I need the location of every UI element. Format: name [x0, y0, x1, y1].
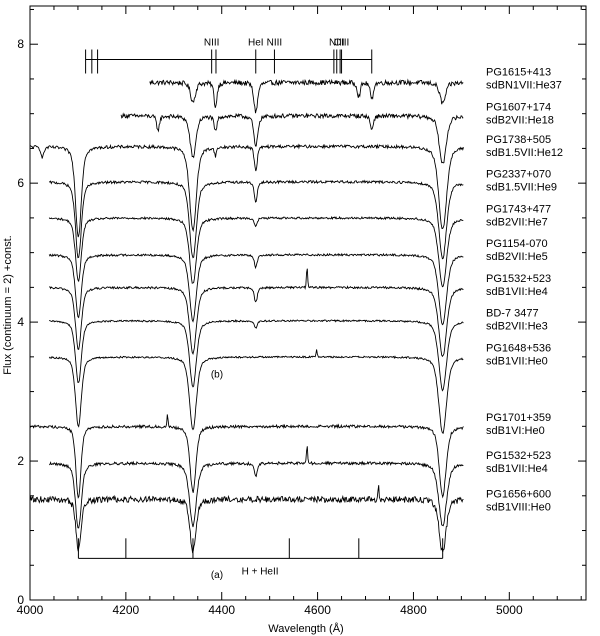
star-name-label: BD-7 3477: [486, 308, 539, 320]
star-name-label: PG1154-070: [486, 238, 548, 250]
top-line-label: NIII: [267, 37, 283, 48]
panel-label: (a): [211, 570, 223, 581]
spectra-series: [29, 78, 464, 554]
y-tick-label: 0: [17, 593, 24, 607]
spectrum-line: [49, 446, 464, 529]
star-subtype-label: sdB2VII:He18: [486, 114, 554, 126]
star-name-label: PG1532+523: [486, 450, 551, 462]
top-line-label: HeI: [248, 37, 264, 48]
spectrum-line: [49, 268, 464, 358]
star-subtype-label: sdB1VIII:He0: [486, 501, 551, 513]
y-axis-label: Flux (continuum = 2) +const.: [2, 235, 14, 374]
star-name-label: PG1615+413: [486, 67, 551, 79]
star-name-label: PG1701+359: [486, 412, 551, 424]
star-subtype-label: sdB2VII:He5: [486, 251, 548, 263]
plot-frame: [29, 5, 587, 601]
star-subtype-label: sdB1VII:He0: [486, 355, 548, 367]
x-tick-label: 4800: [400, 603, 427, 617]
x-tick-label: 4600: [304, 603, 331, 617]
star-name-label: PG1648+536: [486, 342, 551, 354]
spectrum-line: [149, 78, 464, 114]
x-axis-label: Wavelength (Å): [268, 622, 343, 635]
spectrum-line: [48, 215, 464, 288]
spectrum-line: [30, 143, 464, 238]
star-name-label: PG1743+477: [486, 203, 551, 215]
bottom-line-label: H + HeII: [242, 566, 279, 577]
spectrum-line: [120, 112, 464, 164]
star-name-label: PG1607+174: [486, 101, 551, 113]
panel-label: (b): [211, 370, 223, 381]
axis-ticks: 4000 4200 4400 4600 4800 5000 0 2 4 6 8: [17, 6, 586, 617]
star-name-label: PG1738+505: [486, 134, 551, 146]
star-name-label: PG1532+523: [486, 273, 551, 285]
star-subtype-label: sdB1.5VII:He9: [486, 182, 557, 194]
star-subtype-label: sdB1VII:He4: [486, 286, 548, 298]
y-tick-label: 4: [17, 315, 24, 329]
spectrum-line: [49, 319, 464, 392]
star-subtype-label: sdB2VII:He3: [486, 321, 548, 333]
star-subtype-label: sdBN1VII:He37: [486, 80, 562, 92]
top-line-label: NIII: [329, 37, 345, 48]
star-subtype-label: sdB1VII:He4: [486, 463, 548, 475]
x-tick-label: 5000: [496, 603, 523, 617]
x-tick-label: 4200: [113, 603, 140, 617]
spectrum-line: [48, 252, 464, 326]
spectrum-line: [48, 179, 464, 260]
star-name-label: PG2337+070: [486, 169, 551, 181]
star-subtype-label: sdB2VII:He7: [486, 216, 548, 228]
x-tick-label: 4000: [17, 603, 44, 617]
star-name-label: PG1656+600: [486, 488, 551, 500]
y-tick-label: 6: [17, 176, 24, 190]
star-labels: PG1615+413sdBN1VII:He37PG1607+174sdB2VII…: [486, 67, 563, 514]
spectrum-line: [48, 349, 464, 434]
top-line-label: CIII: [334, 37, 350, 48]
y-tick-label: 8: [17, 37, 24, 51]
x-tick-label: 4400: [208, 603, 235, 617]
top-line-label: NIII: [204, 37, 220, 48]
spectrum-line: [29, 414, 464, 499]
spectrum-line: [29, 485, 464, 554]
y-tick-label: 2: [17, 454, 24, 468]
star-subtype-label: sdB1VI:He0: [486, 425, 545, 437]
star-subtype-label: sdB1.5VII:He12: [486, 147, 563, 159]
